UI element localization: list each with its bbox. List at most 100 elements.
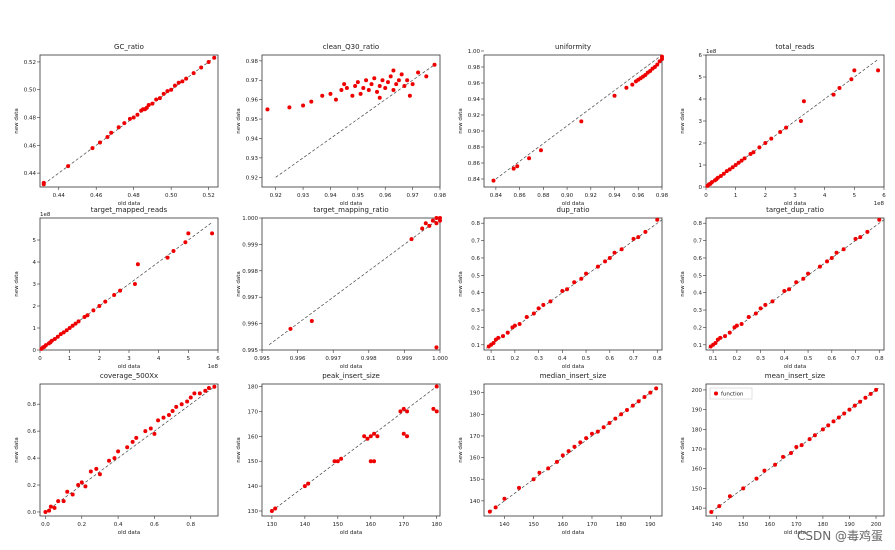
data-point — [67, 326, 72, 330]
x-tick-label: 0 — [704, 193, 708, 199]
data-point — [754, 476, 759, 481]
data-point — [58, 332, 63, 337]
x-tick-label: 130 — [267, 522, 278, 528]
x-tick-label: 180 — [616, 522, 627, 528]
y-tick-label: 150 — [248, 459, 259, 465]
data-point — [727, 494, 732, 499]
data-point — [287, 105, 292, 110]
data-point — [536, 306, 541, 311]
data-point — [420, 226, 425, 231]
data-point — [125, 445, 130, 450]
data-point — [166, 412, 171, 417]
data-point — [724, 169, 729, 174]
data-point — [127, 116, 132, 121]
data-point — [727, 330, 732, 335]
plot-title: target_dup_ratio — [766, 206, 824, 214]
y-tick-label: 0.3 — [471, 308, 480, 314]
data-point — [874, 387, 879, 392]
y-axis-label: new data — [236, 108, 242, 134]
x-tick-label: 6 — [216, 356, 220, 362]
data-point — [595, 429, 600, 434]
data-point — [578, 440, 583, 445]
data-point — [655, 62, 660, 67]
data-point — [157, 96, 162, 101]
data-point — [107, 458, 112, 463]
reference-line — [495, 54, 663, 180]
data-point — [806, 271, 811, 276]
data-point — [48, 504, 53, 509]
data-point — [493, 505, 498, 510]
data-point — [603, 259, 608, 264]
x-tick-label: 0.8 — [875, 356, 884, 362]
y-tick-label: 0.0 — [27, 510, 36, 516]
data-point — [434, 216, 439, 220]
data-point — [784, 125, 789, 130]
data-point — [183, 240, 188, 245]
y-tick-label: 0.86 — [468, 161, 481, 167]
y-tick-label: 0 — [699, 185, 703, 191]
y-tick-label: 0.8 — [471, 221, 480, 227]
x-tick-label: 0.97 — [406, 193, 419, 199]
data-point — [511, 166, 516, 171]
data-point — [770, 299, 775, 304]
data-point — [344, 86, 349, 90]
data-point — [143, 429, 148, 434]
data-point — [97, 304, 102, 308]
x-tick-label: 0.2 — [77, 522, 86, 528]
x-tick-label: 0.995 — [254, 356, 270, 362]
data-point — [399, 72, 404, 77]
data-point — [401, 431, 406, 436]
data-point — [52, 337, 57, 341]
y-tick-label: 170 — [248, 409, 259, 415]
data-point — [350, 93, 355, 98]
x-axis-label: old data — [340, 364, 363, 370]
data-point — [434, 221, 439, 226]
subplot-peak-insert-size: peak_insert_size 130 140 150 160 170 180 130 140… — [236, 372, 442, 536]
data-point — [601, 425, 606, 430]
x-tick-label: 5 — [853, 193, 857, 199]
data-point — [817, 264, 822, 269]
data-point — [531, 477, 536, 482]
y-axis-label: new data — [458, 271, 464, 297]
y-tick-label: 0.46 — [24, 143, 37, 149]
x-axis-label: old data — [118, 201, 141, 207]
data-point — [502, 496, 507, 501]
data-point — [612, 250, 617, 255]
data-point — [405, 409, 410, 414]
data-point — [434, 409, 439, 414]
data-point — [787, 287, 792, 292]
data-point — [174, 404, 179, 409]
data-point — [396, 78, 401, 83]
data-point — [718, 174, 723, 178]
legend-box — [709, 387, 753, 400]
data-point — [825, 259, 830, 264]
data-point — [713, 341, 718, 346]
y-axis-label: new data — [14, 271, 20, 297]
x-tick-label: 170 — [398, 522, 409, 528]
x-tick-label: 0.5 — [582, 356, 591, 362]
data-point — [841, 247, 846, 252]
data-point — [394, 82, 399, 87]
data-point — [613, 416, 618, 421]
data-point — [496, 335, 501, 340]
y-tick-label: 0.1 — [471, 343, 480, 349]
data-point — [801, 276, 806, 281]
y-axis-label: new data — [236, 437, 242, 463]
data-point — [135, 112, 140, 117]
data-point — [56, 499, 61, 504]
data-point — [560, 288, 565, 293]
x-tick-label: 0 — [38, 356, 42, 362]
data-point — [763, 302, 768, 307]
subplot-total-reads: total_reads 0 1 2 3 4 5 6 0 1 2 3 4 5 6 old data new dat… — [680, 43, 886, 207]
x-tick-label: 0.999 — [397, 356, 413, 362]
data-point — [118, 288, 123, 293]
x-tick-label: 0.92 — [585, 193, 597, 199]
data-point — [134, 435, 139, 440]
x-tick-label: 0.4 — [780, 356, 789, 362]
data-point — [73, 321, 78, 326]
y-tick-label: 0.7 — [693, 239, 702, 245]
x-tick-label: 0.4 — [558, 356, 567, 362]
data-point — [361, 86, 366, 90]
plot-title: clean_Q30_ratio — [323, 43, 379, 51]
data-point — [619, 247, 624, 252]
